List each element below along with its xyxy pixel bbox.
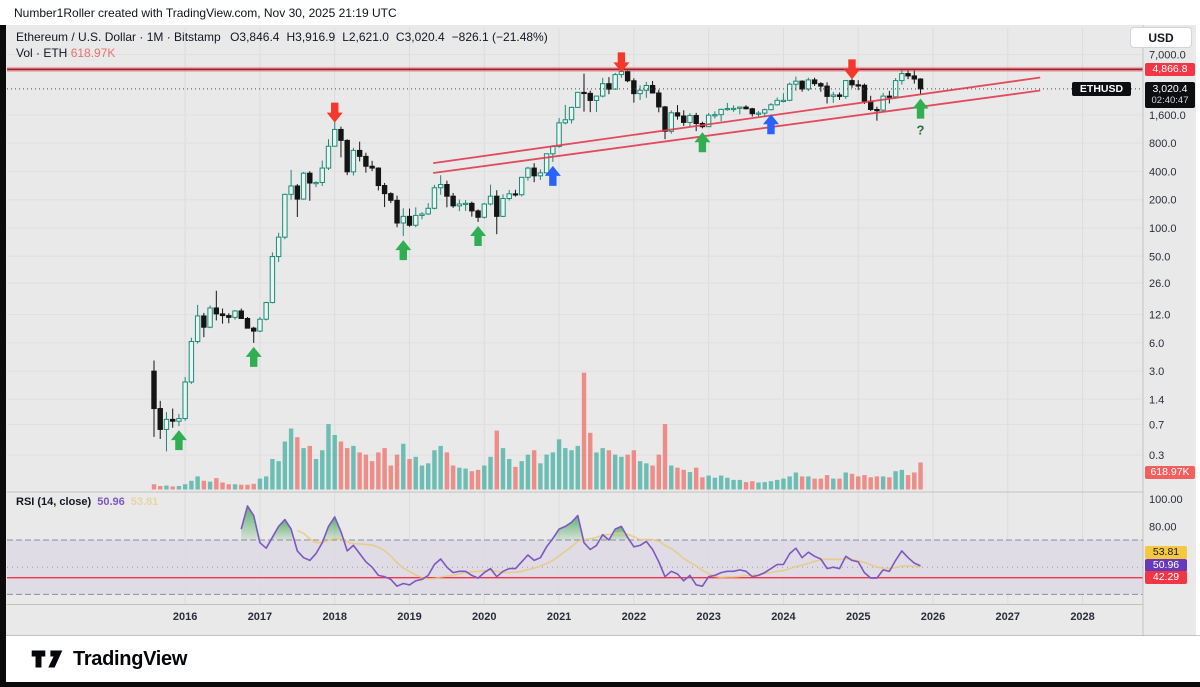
close-label: C <box>395 30 405 44</box>
rsi-ma-value: 53.81 <box>130 496 159 508</box>
rsi-ma-badge: 53.81 <box>1145 545 1187 559</box>
open-value: 3,846.4 <box>239 30 280 44</box>
rsi-label[interactable]: RSI (14, close) <box>16 496 92 508</box>
tradingview-logo-text[interactable]: TradingView <box>73 647 188 670</box>
left-border <box>0 25 6 687</box>
symbol-price-label: ETHUSD <box>1072 81 1131 96</box>
rsi-value: 50.96 <box>97 496 125 508</box>
volume-badge: 618.97K <box>1145 466 1195 479</box>
low-value: 2,621.0 <box>348 30 389 44</box>
volume-value: 618.97K <box>70 46 116 60</box>
volume-label[interactable]: Vol · ETH <box>16 46 68 60</box>
close-value: 3,020.4 <box>404 30 445 44</box>
currency-toggle-button[interactable]: USD <box>1130 27 1192 48</box>
symbol-meta: · 1M · Bitstamp <box>136 30 221 44</box>
symbol-title[interactable]: Ethereum / U.S. Dollar <box>16 30 137 44</box>
low-label: L <box>342 30 349 44</box>
symbol-legend: Ethereum / U.S. Dollar · 1M · Bitstamp O… <box>16 30 548 61</box>
high-label: H <box>286 30 296 44</box>
tradingview-logo-icon[interactable] <box>30 647 64 671</box>
symbol-legend-row1: Ethereum / U.S. Dollar · 1M · Bitstamp O… <box>16 30 548 45</box>
attribution-bar: Number1Roller created with TradingView.c… <box>0 0 1200 25</box>
attribution-text: Number1Roller created with TradingView.c… <box>14 5 397 20</box>
ath-price-badge: 4,866.8 <box>1145 62 1195 76</box>
last-price-value: 3,020.4 <box>1152 83 1188 96</box>
open-label: O <box>230 30 240 44</box>
high-value: 3,916.9 <box>295 30 336 44</box>
change-value: −826.1 (−21.48%) <box>451 30 548 44</box>
volume-legend-row: Vol · ETH 618.97K <box>16 46 548 61</box>
chart-canvas[interactable] <box>6 25 1196 636</box>
rsi-value-badge: 50.96 <box>1145 559 1187 573</box>
footer-logo-bar: TradingView <box>0 636 1200 682</box>
bar-countdown: 02:40:47 <box>1151 95 1189 107</box>
last-price-badge: 3,020.4 02:40:47 <box>1145 82 1195 109</box>
rsi-level-badge: 42.29 <box>1145 571 1187 585</box>
bottom-border <box>0 682 1200 687</box>
rsi-legend: RSI (14, close) 50.96 53.81 <box>16 496 158 508</box>
